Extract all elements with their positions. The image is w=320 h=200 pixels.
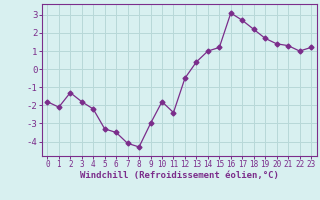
X-axis label: Windchill (Refroidissement éolien,°C): Windchill (Refroidissement éolien,°C) [80, 171, 279, 180]
